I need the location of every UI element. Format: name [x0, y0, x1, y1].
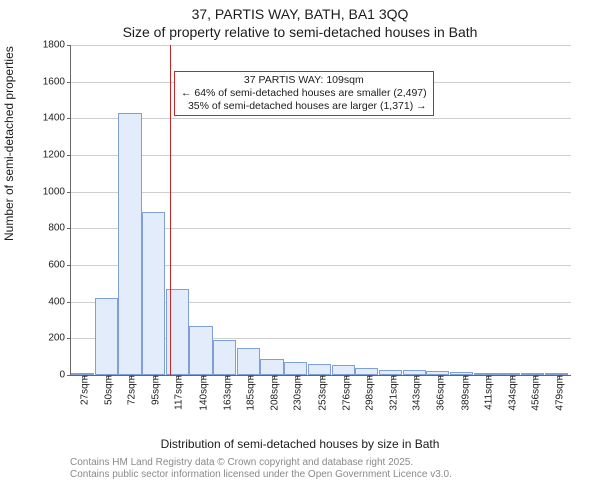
histogram-bar: [237, 348, 260, 376]
xtick-label: 72sqm: [125, 375, 138, 405]
gridline: [71, 45, 571, 46]
xtick-label: 50sqm: [101, 375, 114, 405]
histogram-bar: [189, 326, 212, 376]
ytick-label: 1000: [43, 186, 71, 197]
plot-area: 02004006008001000120014001600180027sqm50…: [70, 45, 571, 376]
ytick-label: 1200: [43, 150, 71, 161]
xtick-label: 366sqm: [434, 375, 447, 411]
annotation-line: 35% of semi-detached houses are larger (…: [181, 100, 427, 113]
chart-title: 37, PARTIS WAY, BATH, BA1 3QQ Size of pr…: [0, 0, 600, 41]
xtick-label: 95sqm: [149, 375, 162, 405]
gridline: [71, 192, 571, 193]
annotation-box: 37 PARTIS WAY: 109sqm← 64% of semi-detac…: [174, 71, 434, 116]
xtick-label: 321sqm: [387, 375, 400, 411]
xtick-label: 253sqm: [315, 375, 328, 411]
histogram-bar: [332, 365, 355, 375]
xtick-label: 411sqm: [481, 375, 494, 410]
chart-area: Number of semi-detached properties 02004…: [0, 41, 600, 481]
ytick-label: 1600: [43, 76, 71, 87]
xtick-label: 276sqm: [339, 375, 352, 411]
xtick-label: 479sqm: [553, 375, 566, 411]
ytick-label: 1800: [43, 40, 71, 51]
histogram-bar: [142, 212, 165, 375]
title-line-2: Size of property relative to semi-detach…: [0, 24, 600, 42]
footer-attribution: Contains HM Land Registry data © Crown c…: [70, 457, 452, 481]
ytick-label: 1400: [43, 113, 71, 124]
histogram-bar: [260, 359, 283, 376]
histogram-bar: [95, 298, 118, 375]
ytick-label: 600: [48, 260, 71, 271]
xtick-label: 117sqm: [172, 375, 185, 410]
xtick-label: 298sqm: [362, 375, 375, 411]
xtick-label: 389sqm: [458, 375, 471, 411]
xtick-label: 185sqm: [243, 375, 256, 411]
xtick-label: 343sqm: [410, 375, 423, 411]
xtick-label: 434sqm: [506, 375, 519, 411]
x-axis-title: Distribution of semi-detached houses by …: [0, 437, 600, 451]
xtick-label: 230sqm: [291, 375, 304, 411]
gridline: [71, 155, 571, 156]
histogram-bar: [284, 362, 307, 375]
annotation-line: 37 PARTIS WAY: 109sqm: [181, 74, 427, 87]
histogram-bar: [118, 113, 141, 375]
annotation-line: ← 64% of semi-detached houses are smalle…: [181, 87, 427, 100]
histogram-bar: [355, 368, 378, 375]
ytick-label: 400: [48, 296, 71, 307]
ytick-label: 800: [48, 223, 71, 234]
ytick-label: 0: [59, 370, 71, 381]
xtick-label: 456sqm: [529, 375, 542, 411]
xtick-label: 208sqm: [268, 375, 281, 411]
xtick-label: 163sqm: [220, 375, 233, 411]
xtick-label: 27sqm: [77, 375, 90, 405]
property-marker-line: [170, 45, 171, 375]
histogram-bar: [213, 340, 236, 375]
y-axis-title: Number of semi-detached properties: [2, 46, 16, 241]
footer-line-2: Contains public sector information licen…: [70, 469, 452, 481]
ytick-label: 200: [48, 333, 71, 344]
footer-line-1: Contains HM Land Registry data © Crown c…: [70, 457, 452, 469]
histogram-bar: [308, 364, 331, 375]
gridline: [71, 118, 571, 119]
title-line-1: 37, PARTIS WAY, BATH, BA1 3QQ: [0, 6, 600, 24]
xtick-label: 140sqm: [196, 375, 209, 411]
